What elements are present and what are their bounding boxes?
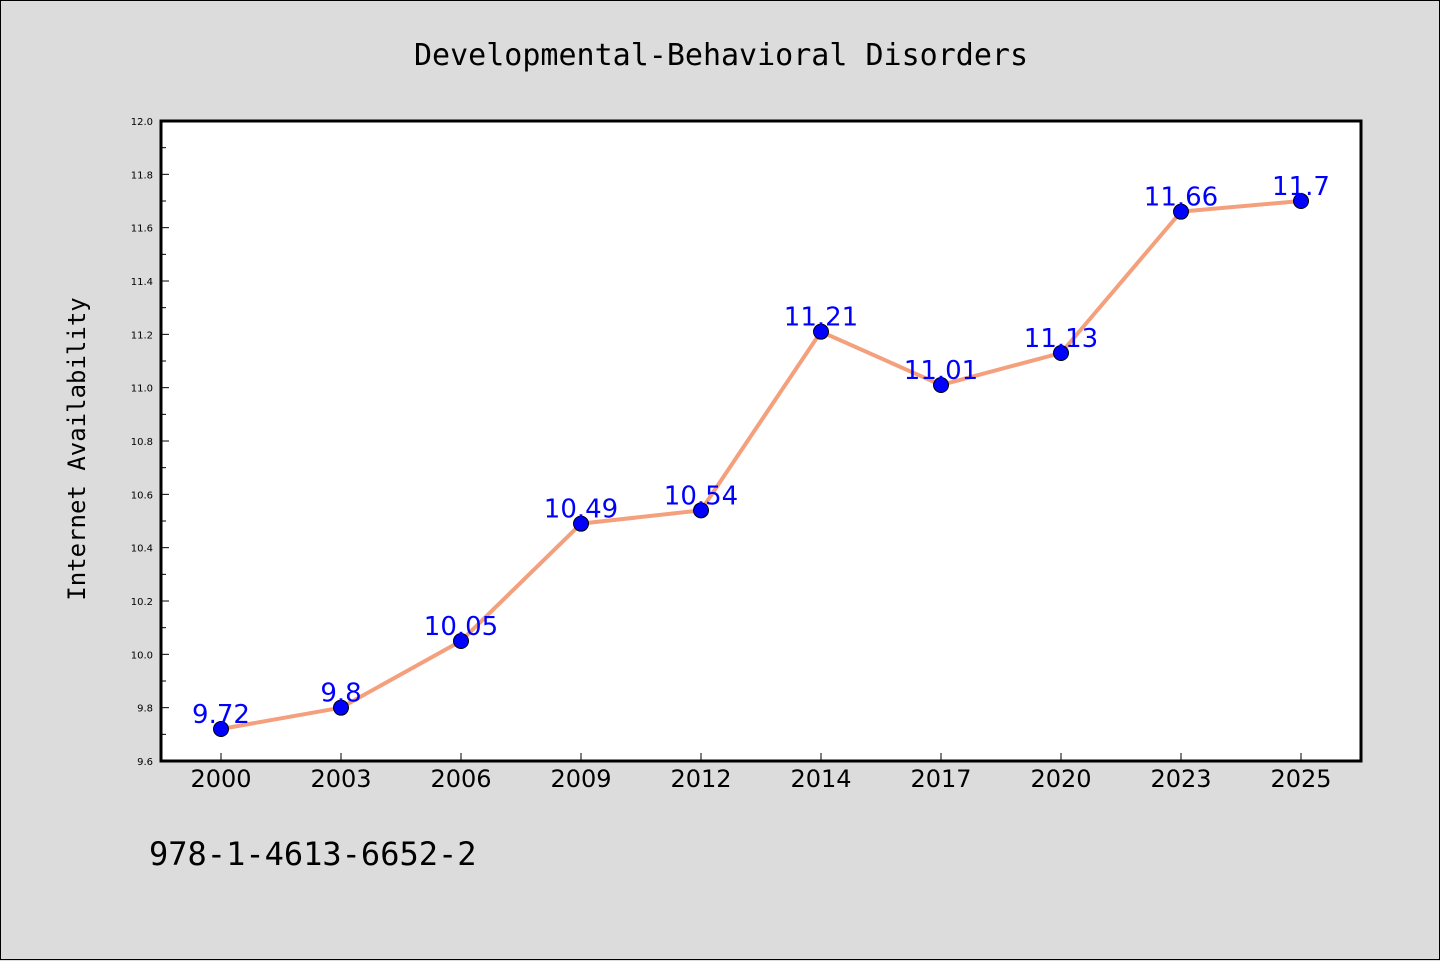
x-axis-ticks: 2000 2003 2006 2009 2012 2014 2017 2020 2023 2025 — [190, 753, 1332, 793]
plot-area — [159, 119, 1363, 763]
x-tick-label: 2000 — [190, 765, 251, 793]
x-tick-label: 2023 — [1150, 765, 1211, 793]
isbn-text: 978-1-4613-6652-2 — [149, 835, 477, 873]
y-tick-label: 11.2 — [131, 330, 153, 341]
x-tick-label: 2020 — [1030, 765, 1091, 793]
data-label: 10.54 — [664, 481, 738, 511]
data-markers — [213, 193, 1309, 737]
y-axis-ticks: 9.6 9.8 10.0 10.2 10.4 10.6 10.8 11.0 11.2 11.4 11… — [131, 117, 169, 768]
y-tick-label: 11.8 — [131, 170, 153, 181]
y-tick-label: 10.4 — [131, 544, 153, 555]
x-tick-label: 2014 — [790, 765, 851, 793]
data-point — [573, 515, 589, 532]
x-tick-label: 2003 — [310, 765, 371, 793]
data-label: 11.13 — [1024, 324, 1098, 354]
data-label: 10.05 — [424, 612, 498, 642]
y-tick-label: 10.8 — [131, 437, 153, 448]
y-tick-label: 10.6 — [131, 490, 153, 501]
data-label: 11.7 — [1272, 172, 1330, 202]
data-point — [1293, 193, 1309, 209]
series-line — [220, 199, 1302, 731]
data-point — [333, 699, 349, 716]
y-tick-label: 9.8 — [137, 704, 153, 715]
y-tick-label: 10.2 — [131, 597, 153, 608]
data-point — [933, 377, 949, 393]
data-point — [693, 502, 709, 519]
x-tick-label: 2006 — [430, 765, 491, 793]
data-label: 11.66 — [1144, 183, 1218, 213]
y-tick-label: 11.6 — [131, 224, 153, 235]
x-tick-label: 2017 — [910, 765, 971, 793]
x-tick-label: 2009 — [550, 765, 611, 793]
data-label: 10.49 — [544, 495, 618, 525]
y-axis-label: Internet Availability — [63, 297, 91, 600]
y-tick-label: 11.4 — [131, 277, 153, 288]
y-tick-label: 11.0 — [131, 384, 153, 395]
y-tick-label: 9.6 — [137, 757, 153, 768]
data-label: 11.21 — [784, 303, 858, 333]
data-label: 9.8 — [320, 679, 361, 709]
data-point — [1173, 203, 1189, 220]
x-tick-label: 2025 — [1270, 765, 1331, 793]
data-point — [453, 633, 469, 649]
y-tick-label: 12.0 — [131, 117, 153, 128]
data-point — [1053, 345, 1069, 361]
data-point — [213, 721, 229, 737]
data-labels: 9.72 9.8 10.05 10.49 10.54 11.21 11.01 11.13 11.… — [192, 172, 1330, 730]
data-label: 9.72 — [192, 700, 250, 730]
chart-title: Developmental-Behavioral Disorders — [414, 38, 1028, 73]
data-point — [813, 323, 829, 340]
x-tick-label: 2012 — [670, 765, 731, 793]
y-tick-label: 10.0 — [131, 650, 153, 661]
data-label: 11.01 — [904, 356, 978, 386]
